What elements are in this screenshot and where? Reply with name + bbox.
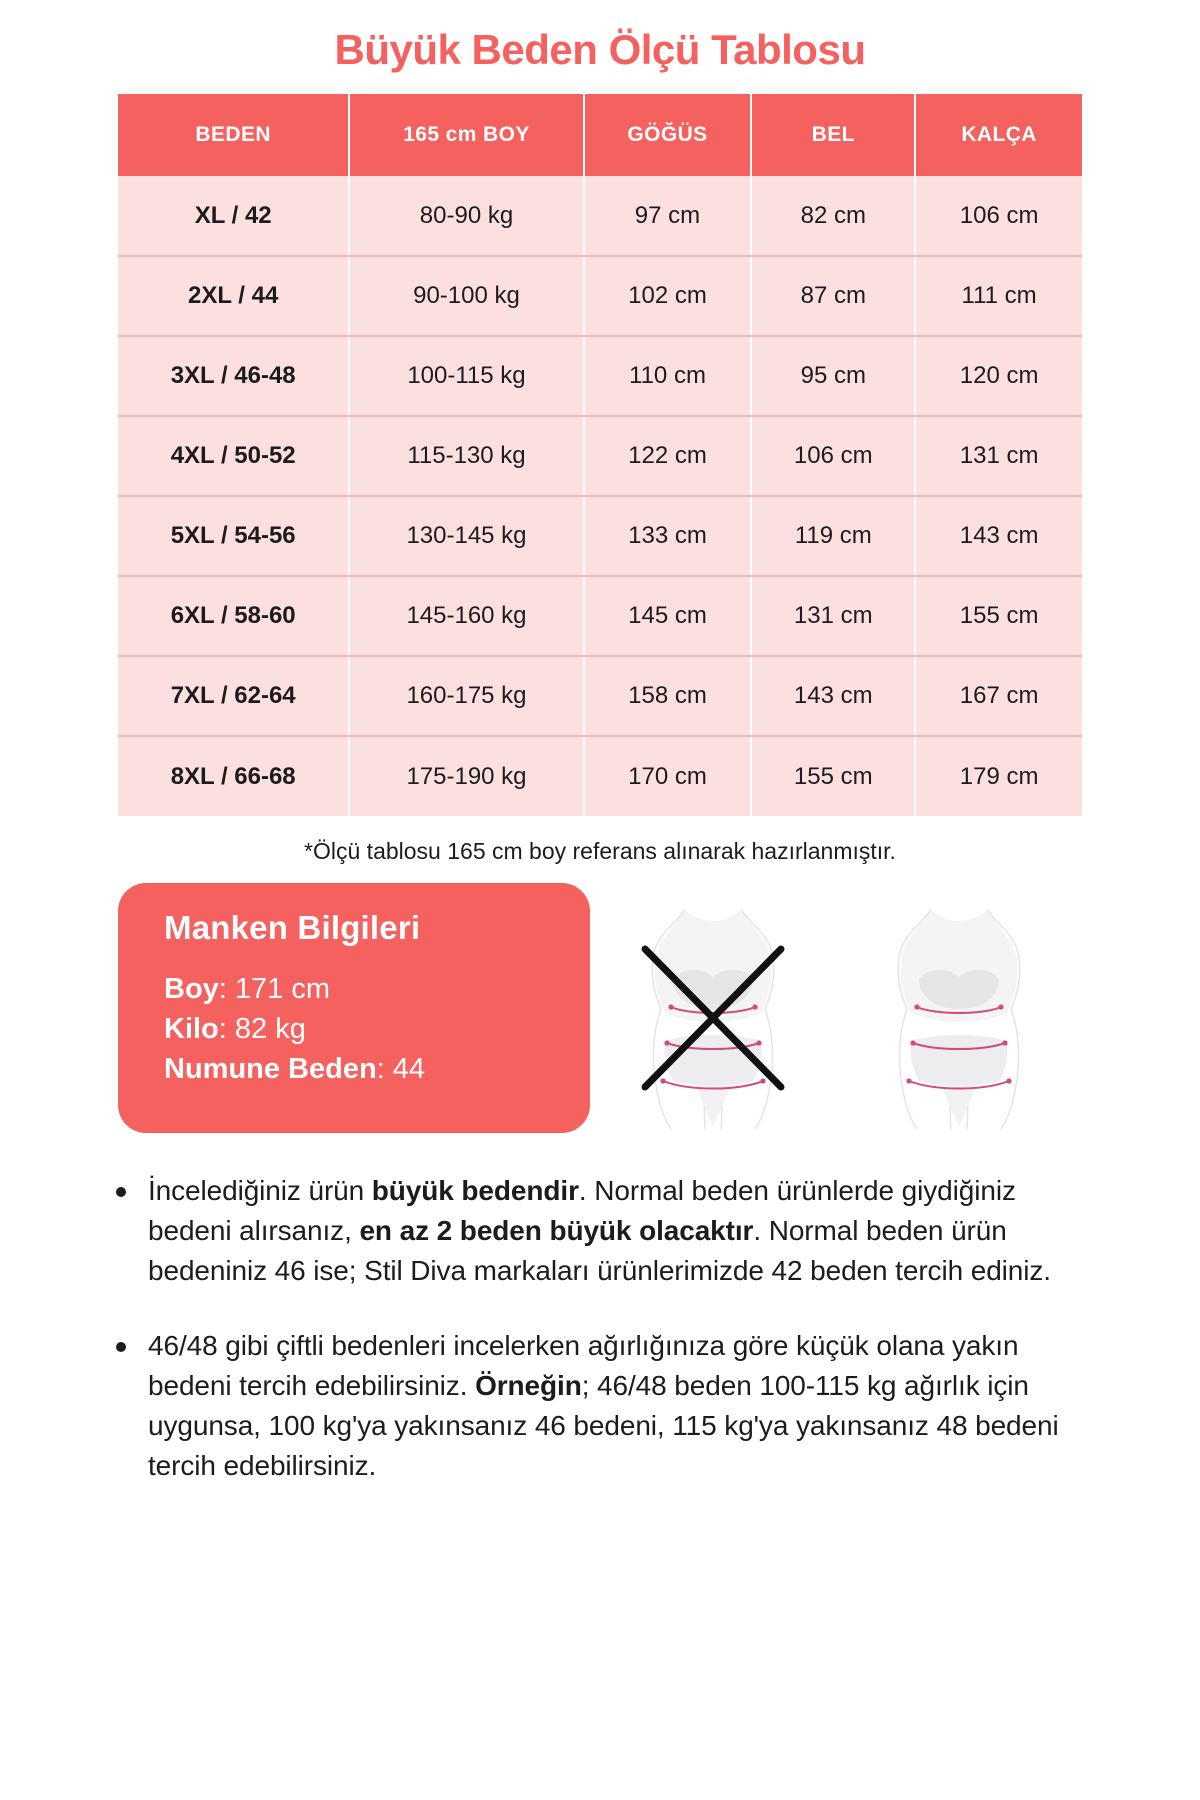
note-text: 46/48 gibi çiftli bedenleri incelerken a… xyxy=(148,1326,1098,1485)
cross-out-mark xyxy=(641,945,785,1091)
waist-cell: 87 cm xyxy=(751,256,917,337)
model-height-value: : 171 cm xyxy=(218,973,331,1005)
bullet-icon xyxy=(116,1342,126,1353)
note-item: 46/48 gibi çiftli bedenleri incelerken a… xyxy=(102,1326,1098,1485)
weight-cell: 145-160 kg xyxy=(349,576,585,657)
hip-cell: 131 cm xyxy=(915,416,1082,497)
table-row: 5XL / 54-56 130-145 kg 133 cm 119 cm 143 cm xyxy=(118,496,1082,577)
hip-cell: 120 cm xyxy=(915,336,1082,417)
table-row: 2XL / 44 90-100 kg 102 cm 87 cm 111 cm xyxy=(118,256,1082,337)
notes-list: İncelediğiniz ürün büyük bedendir. Norma… xyxy=(80,1133,1120,1485)
model-weight-label: Kilo xyxy=(164,1013,219,1046)
hip-cell: 111 cm xyxy=(915,256,1082,337)
weight-cell: 130-145 kg xyxy=(349,496,585,577)
table-body: XL / 42 80-90 kg 97 cm 82 cm 106 cm 2XL / 44 9… xyxy=(118,176,1082,816)
model-info-row: Manken Bilgileri Boy: 171 cm Kilo: 82 kg… xyxy=(80,883,1120,1133)
body-figure-measurement-guide xyxy=(859,891,1059,1131)
hip-cell: 167 cm xyxy=(915,656,1082,737)
size-table-container: BEDEN 165 cm BOY GÖĞÜS BEL KALÇA XL / 42… xyxy=(80,94,1120,816)
column-header-beden: BEDEN xyxy=(118,94,351,176)
model-weight-row: Kilo: 82 kg xyxy=(164,1009,560,1049)
column-header-kalca: KALÇA xyxy=(915,94,1082,176)
waist-cell: 119 cm xyxy=(751,496,917,577)
note-text: İncelediğiniz ürün büyük bedendir. Norma… xyxy=(148,1171,1098,1290)
note-run: 46/48 gibi çiftli bedenleri incelerken a… xyxy=(148,1330,1019,1401)
note-run: ; 46/48 beden 100-115 kg ağırlık için uy… xyxy=(148,1370,1059,1481)
column-header-gogus: GÖĞÜS xyxy=(583,94,753,176)
size-cell: 5XL / 54-56 xyxy=(118,496,351,577)
weight-cell: 175-190 kg xyxy=(349,736,585,816)
column-header-boy: 165 cm BOY xyxy=(349,94,585,176)
waist-cell: 131 cm xyxy=(751,576,917,657)
waist-cell: 143 cm xyxy=(751,656,917,737)
waist-cell: 106 cm xyxy=(751,416,917,497)
weight-cell: 80-90 kg xyxy=(349,176,585,257)
table-row: XL / 42 80-90 kg 97 cm 82 cm 106 cm xyxy=(118,176,1082,257)
hip-cell: 143 cm xyxy=(915,496,1082,577)
size-cell: 3XL / 46-48 xyxy=(118,336,351,417)
table-row: 6XL / 58-60 145-160 kg 145 cm 131 cm 155 cm xyxy=(118,576,1082,657)
body-figures xyxy=(590,883,1082,1131)
waist-cell: 82 cm xyxy=(751,176,917,257)
note-run: . Normal beden ürünlerde giydiğiniz bede… xyxy=(148,1175,1016,1246)
note-run: İncelediğiniz ürün xyxy=(148,1175,372,1206)
model-height-label: Boy xyxy=(164,973,219,1005)
table-footnote: *Ölçü tablosu 165 cm boy referans alınar… xyxy=(304,838,896,864)
weight-cell: 90-100 kg xyxy=(349,256,585,337)
waist-cell: 95 cm xyxy=(751,336,917,417)
table-row: 3XL / 46-48 100-115 kg 110 cm 95 cm 120 cm xyxy=(118,336,1082,417)
size-cell: 8XL / 66-68 xyxy=(118,736,351,816)
model-info-heading: Manken Bilgileri xyxy=(164,909,421,946)
model-info-card: Manken Bilgileri Boy: 171 cm Kilo: 82 kg… xyxy=(118,883,590,1133)
weight-cell: 100-115 kg xyxy=(349,336,585,417)
note-emphasis: Örneğin xyxy=(475,1370,582,1401)
bust-cell: 133 cm xyxy=(583,496,753,577)
hip-cell: 106 cm xyxy=(915,176,1082,257)
table-row: 7XL / 62-64 160-175 kg 158 cm 143 cm 167 cm xyxy=(118,656,1082,737)
bust-cell: 122 cm xyxy=(583,416,753,497)
hip-cell: 155 cm xyxy=(915,576,1082,657)
size-cell: 2XL / 44 xyxy=(118,256,351,337)
column-header-bel: BEL xyxy=(751,94,917,176)
size-cell: 7XL / 62-64 xyxy=(118,656,351,737)
bust-cell: 145 cm xyxy=(583,576,753,657)
model-sample-size-row: Numune Beden: 44 xyxy=(164,1049,560,1089)
model-sample-size-label: Numune Beden xyxy=(164,1053,377,1086)
table-header: BEDEN 165 cm BOY GÖĞÜS BEL KALÇA xyxy=(118,94,1082,176)
bullet-icon xyxy=(116,1187,126,1197)
note-run: . Normal beden ürün bedeniniz 46 ise; St… xyxy=(148,1214,1051,1286)
model-weight-value: : 82 kg xyxy=(218,1013,306,1046)
bust-cell: 102 cm xyxy=(583,256,753,337)
note-item: İncelediğiniz ürün büyük bedendir. Norma… xyxy=(102,1171,1098,1290)
model-sample-size-value: : 44 xyxy=(376,1053,426,1086)
table-header-row: BEDEN 165 cm BOY GÖĞÜS BEL KALÇA xyxy=(118,94,1082,176)
weight-cell: 115-130 kg xyxy=(349,416,585,497)
table-row: 4XL / 50-52 115-130 kg 122 cm 106 cm 131 cm xyxy=(118,416,1082,497)
page-title: Büyük Beden Ölçü Tablosu xyxy=(334,26,866,73)
size-cell: XL / 42 xyxy=(118,176,351,257)
table-row: 8XL / 66-68 175-190 kg 170 cm 155 cm 179 cm xyxy=(118,736,1082,816)
size-chart-page: Büyük Beden Ölçü Tablosu BEDEN 165 cm BO… xyxy=(80,0,1120,1485)
bust-cell: 158 cm xyxy=(583,656,753,737)
bust-cell: 110 cm xyxy=(583,336,753,417)
body-figure-crossed-out xyxy=(613,891,813,1131)
model-height-row: Boy: 171 cm xyxy=(164,969,560,1009)
bust-cell: 170 cm xyxy=(583,736,753,816)
size-cell: 6XL / 58-60 xyxy=(118,576,351,657)
hip-cell: 179 cm xyxy=(915,736,1082,816)
weight-cell: 160-175 kg xyxy=(349,656,585,737)
note-emphasis: büyük bedendir xyxy=(371,1175,579,1206)
size-table: BEDEN 165 cm BOY GÖĞÜS BEL KALÇA XL / 42… xyxy=(118,94,1082,816)
bust-cell: 97 cm xyxy=(583,176,753,257)
note-emphasis: en az 2 beden büyük olacaktır xyxy=(359,1214,754,1246)
waist-cell: 155 cm xyxy=(751,736,917,816)
size-cell: 4XL / 50-52 xyxy=(118,416,351,497)
